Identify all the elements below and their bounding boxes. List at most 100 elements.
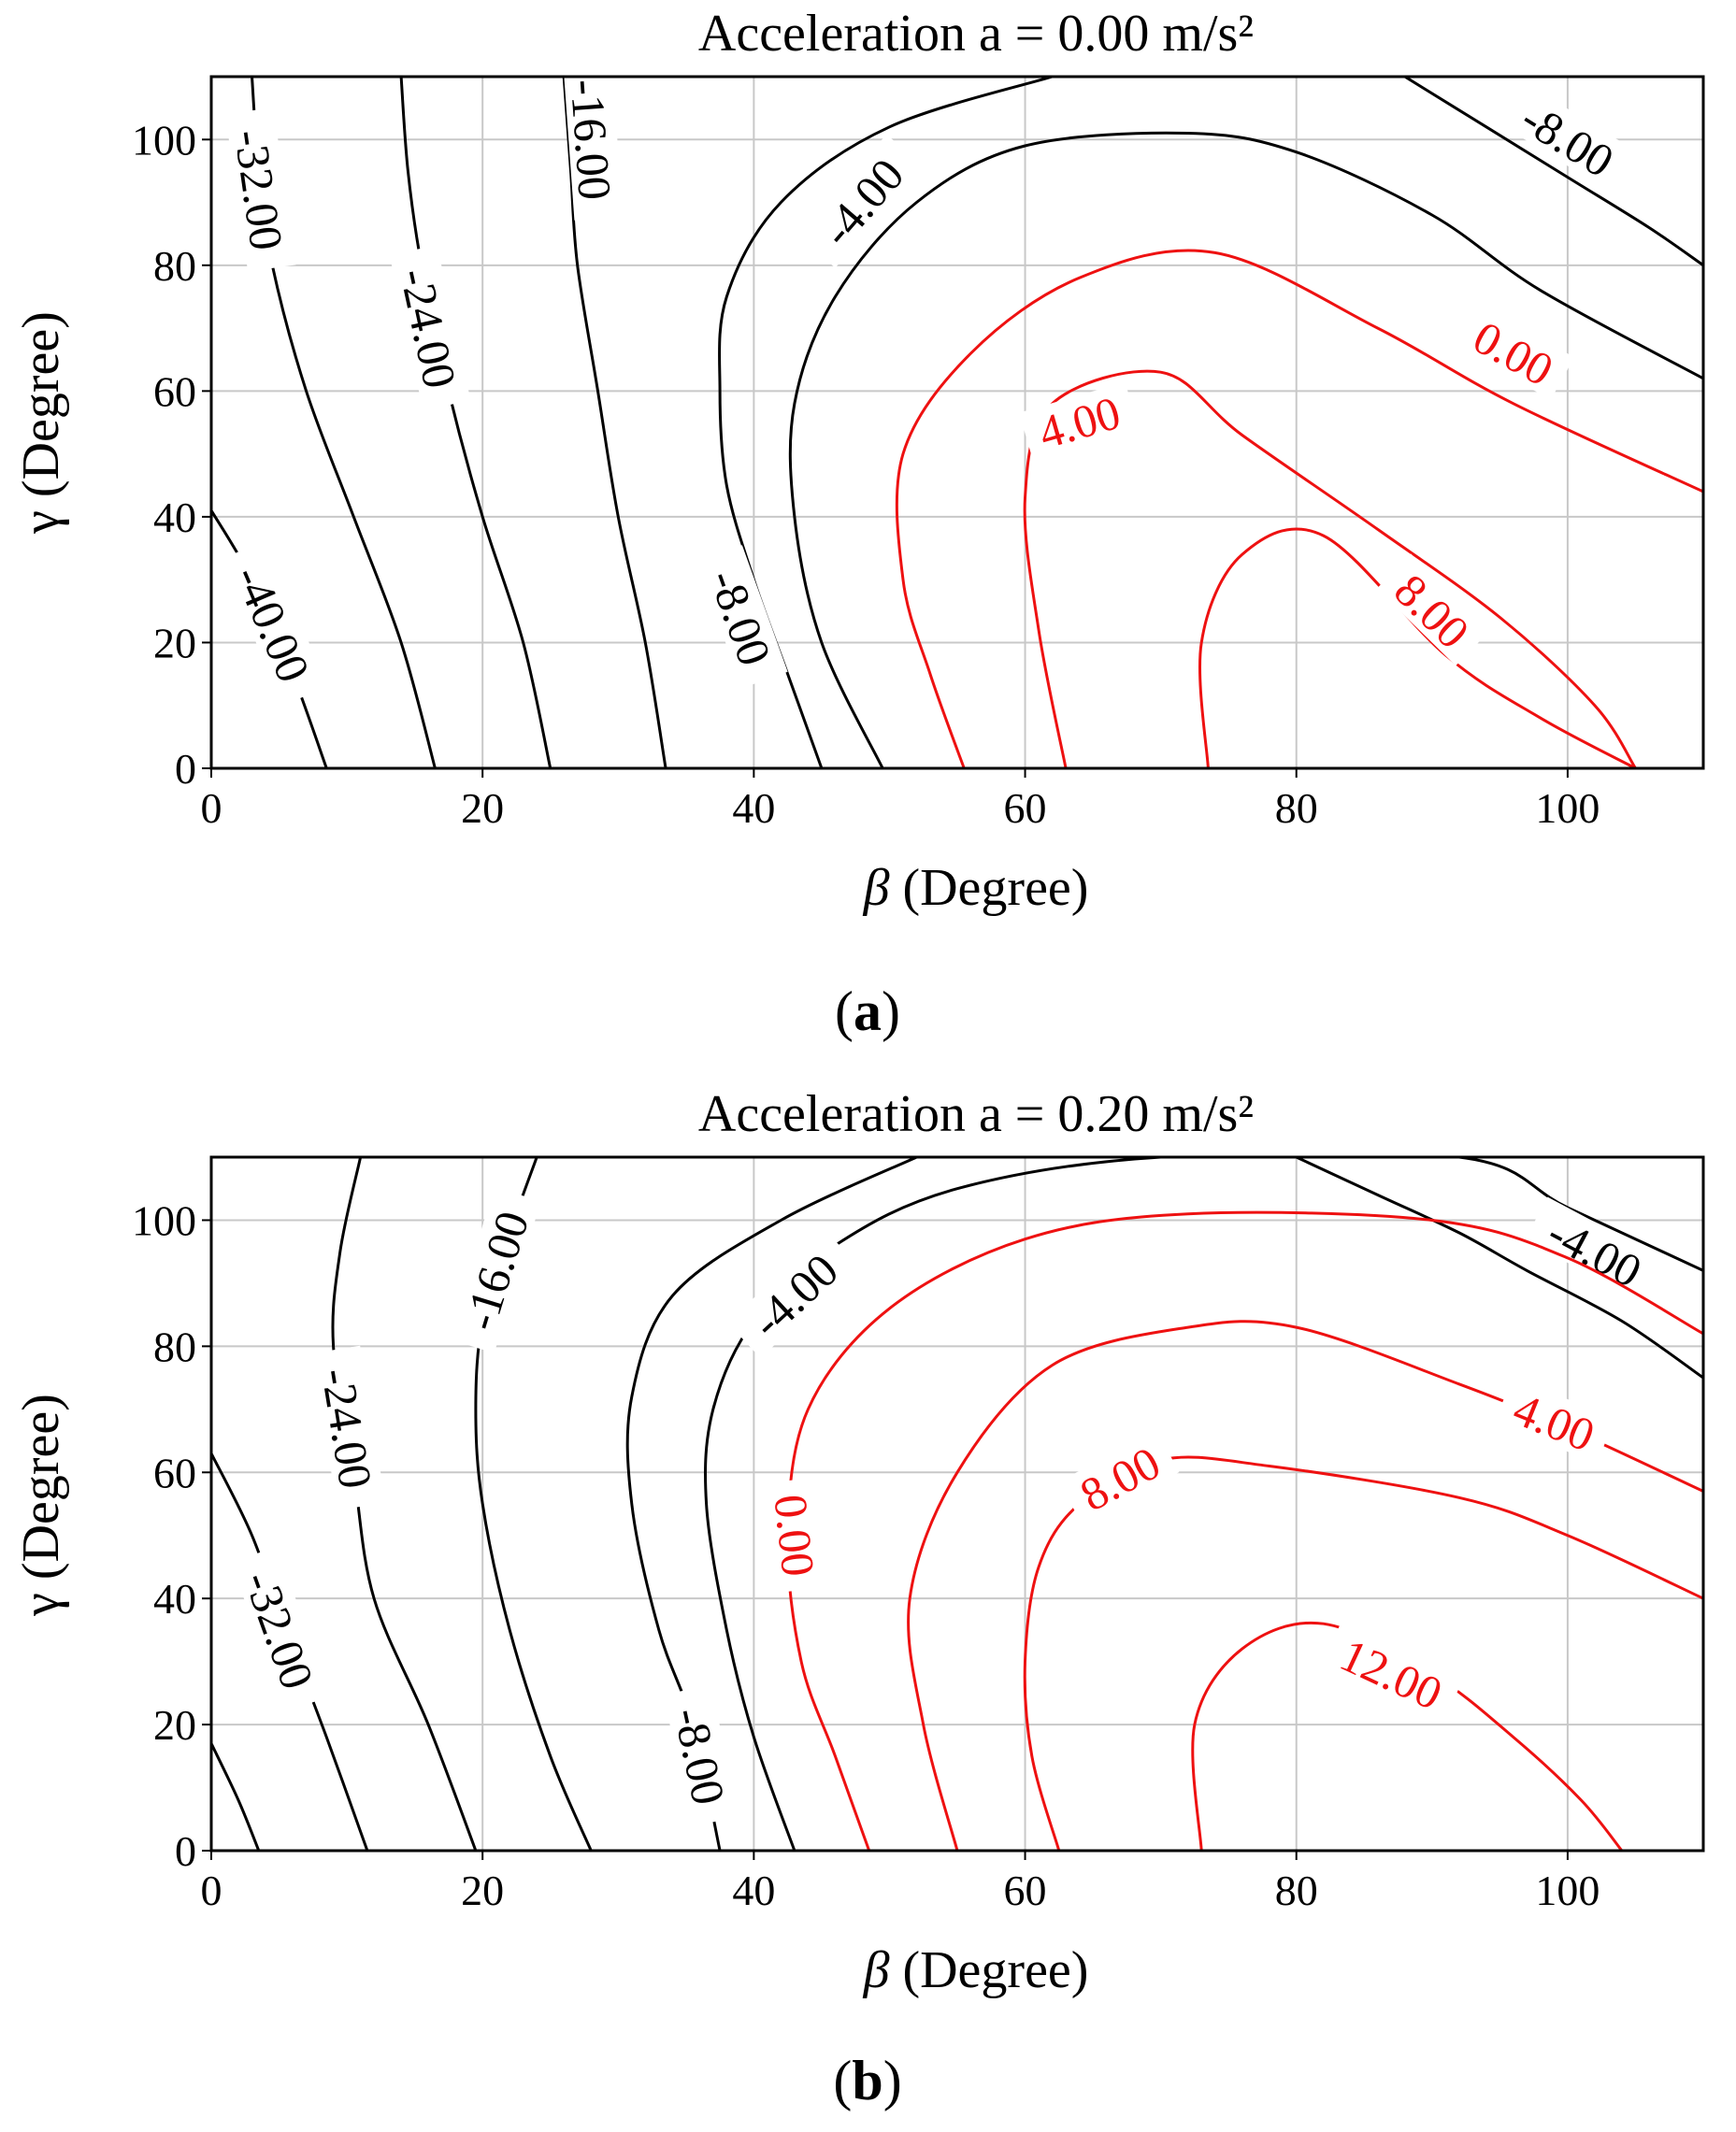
chart-a-contour-label-bg (1376, 553, 1490, 666)
chart-b-contour-label: 8.00 (1058, 1429, 1180, 1525)
chart-b-y-tick-label: 0 (175, 1827, 196, 1875)
chart-b-contour-line (1296, 1157, 1703, 1380)
chart-a-grid (210, 77, 1703, 769)
chart-a-y-label: γ (Degree) (12, 311, 70, 535)
chart-b-y-tick-label: 20 (153, 1701, 196, 1749)
chart-a-contour-line (1023, 369, 1637, 768)
chart-b-y-tick-label: 60 (153, 1449, 196, 1496)
chart-a-contour-label-text: -32.00 (224, 126, 294, 253)
chart-a-contour-label-text: -8.00 (699, 563, 782, 672)
chart-a-contour-label-bg (798, 134, 924, 268)
chart-a-contour-line (1404, 77, 1703, 267)
chart-b-contour-label-bg (311, 1345, 386, 1510)
chart-a-contour-line (399, 77, 552, 768)
chart-b-frame (209, 1155, 1705, 1853)
chart-a-frame (209, 75, 1705, 770)
chart-b-contour-label: -24.00 (311, 1345, 386, 1510)
chart-a-contour-label-bg (224, 107, 296, 272)
chart-a-contour-label-bg (1499, 81, 1639, 194)
chart-a-contour-label: 4.00 (1019, 381, 1139, 460)
chart-b-contour-line (211, 1742, 261, 1851)
chart-b-contour-label-text: -16.00 (453, 1205, 539, 1336)
chart-a-contour-label-text: 4.00 (1033, 386, 1126, 459)
chart-b-contour-label-text: 0.00 (764, 1492, 825, 1579)
chart-a-x-ticks: 0 20 40 60 80 100 (201, 768, 1600, 832)
chart-b-contour-label: -4.00 (1525, 1196, 1667, 1304)
chart-b-x-label: β (Degree) (863, 1941, 1089, 1999)
chart-a-title: Acceleration a = 0.00 m/s² (698, 5, 1254, 63)
chart-b-contour-label: -16.00 (447, 1186, 541, 1353)
chart-b-y-label: γ (Degree) (12, 1394, 70, 1617)
chart-a-contour-line (895, 249, 1703, 768)
chart-a-contour-label-bg (220, 540, 328, 706)
chart-a: Acceleration a = 0.00 m/s² -40.00 -32.00 -… (12, 5, 1705, 1042)
chart-b-contour-label: 4.00 (1494, 1377, 1615, 1464)
chart-a-contour-label: -40.00 (220, 540, 328, 706)
chart-b-contour-label-bg (1058, 1429, 1180, 1525)
chart-b-x-tick-label: 100 (1535, 1867, 1600, 1914)
chart-b-y-tick-label: 40 (153, 1575, 196, 1623)
chart-a-contour-label-bg (389, 245, 471, 411)
chart-b-contour-label-bg (447, 1186, 541, 1353)
chart-b-y-ticks: 0 20 40 60 80 100 (132, 1196, 211, 1875)
chart-a-x-tick-label: 20 (461, 784, 504, 832)
chart-b-title: Acceleration a = 0.20 m/s² (698, 1085, 1254, 1143)
chart-a-x-tick-label: 100 (1535, 784, 1600, 832)
chart-b-x-tick-label: 20 (461, 1867, 504, 1914)
chart-b-contour-label: -8.00 (663, 1684, 739, 1827)
chart-b-x-tick-label: 60 (1004, 1867, 1047, 1914)
chart-a-y-ticks: 0 20 40 60 80 100 (132, 116, 211, 793)
chart-a-contour-label: -24.00 (389, 245, 471, 411)
chart-b-contour-label: -4.00 (727, 1230, 859, 1358)
chart-a-contour-label-text: -24.00 (390, 264, 466, 393)
chart-b-y-tick-label: 80 (153, 1323, 196, 1370)
chart-a-x-tick-label: 40 (732, 784, 775, 832)
chart-b-x-tick-label: 40 (732, 1867, 775, 1914)
chart-b-contour-line (907, 1320, 1703, 1851)
chart-a-x-tick-label: 0 (201, 784, 222, 832)
chart-b-contour-label-bg (663, 1684, 739, 1827)
chart-a-y-tick-label: 80 (153, 242, 196, 290)
chart-a-contour-label-bg (1454, 303, 1575, 400)
chart-b-x-tick-label: 80 (1275, 1867, 1318, 1914)
chart-b: Acceleration a = 0.20 m/s² -32.00-24.00-… (12, 1085, 1705, 2111)
chart-b-contour-label-bg (1320, 1622, 1464, 1724)
chart-b-contour-label-bg (727, 1230, 859, 1358)
chart-a-y-tick-label: 60 (153, 367, 196, 415)
chart-a-contour-line (1198, 527, 1637, 768)
chart-b-x-ticks: 0 20 40 60 80 100 (201, 1851, 1600, 1914)
chart-b-contour-label: -32.00 (231, 1546, 331, 1713)
chart-a-contour-line (788, 131, 1703, 768)
chart-a-contour-label-text: -16.00 (561, 78, 622, 202)
chart-a-panel-label: (a) (835, 980, 900, 1042)
chart-a-contour-label-bg (696, 545, 788, 689)
chart-a-contour-label-text: -40.00 (224, 558, 321, 690)
chart-a-x-tick-label: 60 (1004, 784, 1047, 832)
chart-a-contour-label: -16.00 (561, 58, 624, 221)
chart-b-contour-line (785, 1210, 1703, 1851)
chart-a-contour-label-bg (1019, 381, 1139, 460)
chart-b-contour-label-bg (1494, 1377, 1615, 1464)
chart-b-contour-label-text: 12.00 (1332, 1628, 1450, 1720)
chart-a-y-tick-label: 0 (175, 745, 196, 793)
chart-a-x-tick-label: 80 (1275, 784, 1318, 832)
chart-b-y-tick-label: 100 (132, 1196, 196, 1244)
chart-b-panel-label: (b) (833, 2050, 901, 2111)
chart-a-contour-label: 0.00 (1454, 303, 1575, 400)
chart-a-contour-label: 8.00 (1376, 553, 1490, 666)
chart-a-x-label: β (Degree) (863, 859, 1089, 917)
chart-a-y-tick-label: 100 (132, 116, 196, 164)
chart-b-contour-label-bg (1525, 1196, 1667, 1304)
chart-b-contour-label-text: -32.00 (234, 1565, 323, 1696)
chart-b-contour-label-bg (766, 1478, 827, 1593)
chart-a-y-tick-label: 40 (153, 494, 196, 541)
chart-b-contour-label-bg (231, 1546, 331, 1713)
chart-b-contour-label: 12.00 (1320, 1622, 1464, 1724)
chart-a-contours: -40.00-32.00-24.00-16.00-8.00-4.00-8.000… (211, 58, 1703, 768)
chart-a-contour-line (562, 77, 667, 768)
chart-b-contours: -32.00 -24.00 -16.00 -8.00 -4.00 -4.00 0.00 4.0… (211, 1157, 1703, 1851)
chart-b-contour-label: 0.00 (764, 1478, 827, 1593)
chart-b-contour-label-text: -8.00 (664, 1703, 736, 1810)
chart-a-contour-label: -4.00 (798, 134, 924, 268)
